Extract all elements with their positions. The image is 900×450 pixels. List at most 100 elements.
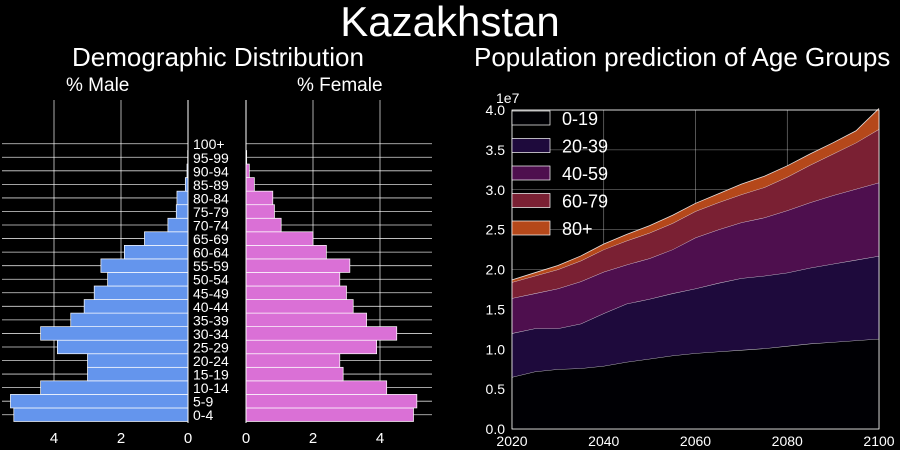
- male-bar: [87, 353, 189, 368]
- age-group-label: 50-54: [193, 272, 229, 288]
- female-bar: [245, 204, 275, 219]
- male-bar: [93, 285, 189, 300]
- age-group-label: 95-99: [193, 150, 229, 166]
- female-bar: [245, 366, 344, 382]
- female-bar: [245, 258, 351, 273]
- male-xtick-label: 4: [50, 430, 58, 447]
- area-band-0-19: [512, 338, 879, 429]
- area-ytick-label: 2.0: [486, 262, 506, 278]
- male-bar: [10, 394, 189, 409]
- area-xtick-label: 2080: [772, 433, 803, 449]
- age-group-label: 65-69: [193, 231, 229, 247]
- legend-swatch: [511, 220, 551, 236]
- area-ytick-label: 0.5: [486, 381, 506, 397]
- female-bar: [245, 245, 327, 260]
- age-group-label: 75-79: [193, 204, 229, 220]
- age-group-label: 5-9: [193, 394, 213, 410]
- female-axis-title: % Female: [297, 75, 383, 96]
- male-bar: [56, 339, 189, 355]
- age-group-label: 40-44: [193, 299, 229, 315]
- page-title: Kazakhstan: [340, 0, 560, 45]
- female-bar: [245, 326, 398, 341]
- area-ytick-label: 3.0: [486, 182, 506, 198]
- male-bar: [167, 217, 189, 233]
- area-ytick-label: 0.0: [486, 421, 506, 437]
- age-group-label: 35-39: [193, 312, 229, 328]
- legend-label: 40-59: [562, 164, 608, 184]
- pyramid-title: Demographic Distribution: [72, 42, 364, 72]
- female-bar: [245, 339, 377, 355]
- area-band-40-59: [512, 182, 879, 334]
- legend-label: 0-19: [562, 109, 598, 129]
- area-xtick-label: 2020: [496, 433, 527, 449]
- legend-swatch: [511, 165, 551, 181]
- age-group-label: 25-29: [193, 339, 229, 355]
- area-scale-label: 1e7: [496, 90, 520, 106]
- male-bar: [175, 204, 189, 219]
- area-band-60-79: [512, 129, 879, 299]
- male-xtick-label: 0: [184, 430, 192, 447]
- male-bar: [70, 312, 189, 328]
- age-group-label: 30-34: [193, 326, 229, 342]
- male-bar: [144, 231, 189, 246]
- area-ytick-label: 1.0: [486, 341, 506, 357]
- female-xtick-label: 2: [309, 430, 317, 447]
- female-bar: [245, 177, 255, 192]
- area-ytick-label: 4.0: [486, 102, 506, 118]
- male-bar: [100, 258, 189, 273]
- area-frame: [511, 109, 880, 430]
- legend-label: 60-79: [562, 192, 608, 212]
- female-bar: [245, 407, 414, 422]
- female-bar: [245, 380, 388, 395]
- female-xtick-label: 0: [242, 430, 250, 447]
- male-bar: [107, 272, 189, 287]
- male-bar: [123, 245, 189, 260]
- female-bar: [245, 299, 354, 314]
- age-group-label: 70-74: [193, 218, 229, 234]
- female-bar: [245, 163, 250, 178]
- female-bar: [245, 285, 347, 300]
- age-group-label: 90-94: [193, 163, 229, 179]
- area-band-20-39: [512, 255, 879, 378]
- area-title: Population prediction of Age Groups: [474, 42, 891, 72]
- female-bar: [245, 217, 282, 233]
- male-bar: [13, 407, 189, 422]
- legend-swatch: [511, 138, 551, 153]
- area-ytick-label: 3.5: [486, 142, 506, 158]
- female-bar: [245, 190, 274, 206]
- female-bar: [245, 312, 367, 328]
- area-ytick-label: 2.5: [486, 222, 506, 238]
- age-group-label: 20-24: [193, 353, 229, 369]
- area-xtick-label: 2100: [863, 433, 894, 449]
- male-bar: [176, 190, 189, 206]
- male-xtick-label: 2: [117, 430, 125, 447]
- area-xtick-label: 2040: [588, 433, 619, 449]
- male-axis-title: % Male: [66, 75, 130, 96]
- age-group-label: 15-19: [193, 367, 229, 383]
- female-xtick-label: 4: [376, 430, 384, 447]
- legend-swatch: [511, 110, 551, 126]
- legend-label: 20-39: [562, 137, 608, 157]
- area-xtick-label: 2060: [680, 433, 711, 449]
- age-group-label: 10-14: [193, 380, 229, 396]
- age-group-label: 60-64: [193, 245, 229, 261]
- age-group-label: 100+: [193, 136, 225, 152]
- age-group-label: 55-59: [193, 258, 229, 274]
- male-bar: [87, 366, 189, 382]
- area-line-80+: [511, 108, 880, 281]
- age-group-label: 45-49: [193, 285, 229, 301]
- area-line-60-79: [511, 128, 880, 283]
- male-bar: [83, 299, 189, 314]
- female-bar: [245, 272, 341, 287]
- female-bar: [245, 231, 314, 246]
- age-group-label: 0-4: [193, 407, 213, 423]
- male-bar: [40, 380, 189, 395]
- age-group-label: 80-84: [193, 190, 229, 206]
- female-bar: [245, 394, 418, 409]
- female-bar: [245, 353, 341, 368]
- legend-swatch: [511, 193, 551, 208]
- age-group-label: 85-89: [193, 177, 229, 193]
- male-bar: [40, 326, 189, 341]
- legend-label: 80+: [562, 219, 593, 239]
